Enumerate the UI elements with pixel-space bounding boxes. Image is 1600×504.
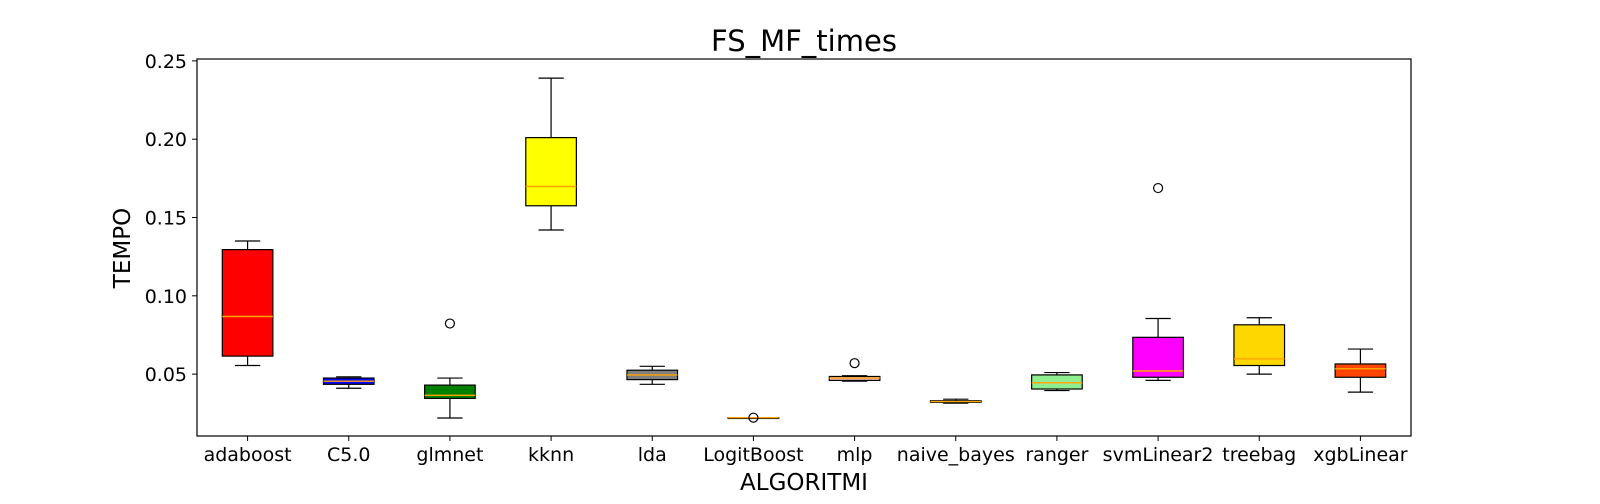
x-tick-label: kknn xyxy=(528,444,574,466)
y-tick-label: 0.25 xyxy=(145,51,187,73)
box-iqr xyxy=(1334,363,1387,378)
box-treebag xyxy=(1233,317,1286,375)
x-tick-label: treebag xyxy=(1222,444,1296,466)
x-tick-label: LogitBoost xyxy=(703,444,803,466)
x-tick-label: naive_bayes xyxy=(897,444,1015,466)
x-tick-label: C5.0 xyxy=(327,444,370,466)
x-tick-label: lda xyxy=(638,444,667,466)
x-axis-label: ALGORITMI xyxy=(740,470,868,496)
box-ranger xyxy=(1031,371,1083,392)
y-axis-label: TEMPO xyxy=(110,208,136,289)
x-tick-label: svmLinear2 xyxy=(1103,444,1214,466)
box-svmLinear2 xyxy=(1132,182,1184,381)
x-tick-label: mlp xyxy=(837,444,873,466)
box-iqr xyxy=(424,384,476,400)
box-iqr xyxy=(1031,374,1083,390)
outlier-point xyxy=(748,412,759,423)
outlier-point xyxy=(1152,182,1164,194)
box-naive_bayes xyxy=(929,398,982,404)
plot-frame xyxy=(196,58,1412,437)
box-glmnet xyxy=(424,318,476,419)
box-LogitBoost xyxy=(727,412,780,423)
plot-area: 0.05 0.10 0.15 0.20 0.25 adaboost C5.0 glmnet kk… xyxy=(145,51,1412,466)
outlier-point xyxy=(444,318,456,329)
box-iqr xyxy=(221,249,274,357)
box-iqr xyxy=(525,137,577,207)
outlier-point xyxy=(849,358,860,369)
chart-title: FS_MF_times xyxy=(711,24,897,58)
x-tick-label: ranger xyxy=(1025,444,1088,466)
x-tick-label: adaboost xyxy=(204,444,292,466)
y-tick-label: 0.05 xyxy=(145,364,187,386)
x-tick-label: xgbLinear xyxy=(1313,444,1408,466)
y-tick-label: 0.20 xyxy=(145,129,187,151)
y-tick-label: 0.10 xyxy=(145,286,187,308)
box-xgbLinear xyxy=(1334,348,1387,393)
box-adaboost xyxy=(221,240,274,367)
x-tick-label: glmnet xyxy=(416,444,483,466)
box-kknn xyxy=(525,77,577,231)
box-lda xyxy=(626,365,679,385)
y-tick-label: 0.15 xyxy=(145,208,187,230)
box-mlp xyxy=(828,358,881,382)
box-C5.0 xyxy=(322,376,375,389)
